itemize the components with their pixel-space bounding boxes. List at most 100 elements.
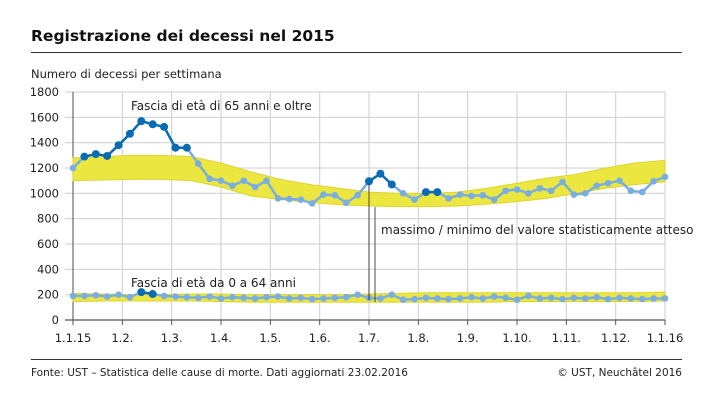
data-point <box>331 191 339 199</box>
data-point <box>547 294 555 302</box>
data-point <box>479 295 487 302</box>
data-point <box>91 150 100 159</box>
data-point <box>354 291 361 298</box>
series-label: Fascia di età di 65 anni e oltre <box>131 99 312 113</box>
data-point <box>114 141 123 150</box>
data-point <box>342 199 350 207</box>
data-point <box>421 188 430 197</box>
x-tick-label: 1.1.16 <box>647 331 684 345</box>
annotation-label: massimo / minimo del valore statisticame… <box>381 223 693 237</box>
data-point <box>547 187 555 195</box>
x-tick-label: 1.12. <box>601 331 630 345</box>
x-tick-label: 1.7. <box>358 331 380 345</box>
data-point <box>604 179 612 187</box>
data-point <box>182 143 191 152</box>
data-point <box>308 295 316 303</box>
x-tick-label: 1.4. <box>210 331 232 345</box>
data-point <box>251 183 259 191</box>
expected-range-band <box>72 154 666 208</box>
data-point <box>661 173 669 181</box>
data-point <box>445 195 452 202</box>
data-point <box>490 293 498 300</box>
data-point <box>160 292 168 300</box>
data-point <box>320 295 327 302</box>
data-point <box>240 294 248 302</box>
series-segment <box>265 179 279 200</box>
data-point <box>217 177 225 184</box>
data-point <box>194 160 202 167</box>
data-point <box>308 200 316 207</box>
source-note: Fonte: UST – Statistica delle cause di m… <box>31 367 408 379</box>
x-tick-label: 1.8. <box>407 331 429 345</box>
data-point <box>399 296 407 304</box>
data-point <box>148 290 157 299</box>
data-point <box>103 151 112 160</box>
y-axis-label: Numero di decessi per settimana <box>31 67 222 81</box>
y-tick-label: 1400 <box>30 136 59 150</box>
data-point <box>502 294 509 302</box>
data-point <box>513 296 521 304</box>
data-point <box>137 288 146 297</box>
data-point <box>376 169 385 178</box>
data-point <box>525 292 532 300</box>
x-tick-label: 1.1.15 <box>55 331 92 345</box>
data-point <box>604 295 612 303</box>
data-point <box>377 295 384 302</box>
data-point <box>263 293 270 301</box>
data-point <box>593 182 600 190</box>
data-point <box>650 178 657 185</box>
data-point <box>115 291 122 298</box>
data-point <box>468 192 475 200</box>
data-point <box>582 295 589 302</box>
data-point <box>148 120 157 129</box>
y-tick-label: 400 <box>37 262 59 276</box>
data-point <box>137 117 146 126</box>
data-point <box>297 294 304 302</box>
data-point <box>80 152 89 161</box>
y-tick-label: 600 <box>37 237 59 251</box>
data-point <box>274 293 282 300</box>
y-tick-label: 1200 <box>30 161 59 175</box>
data-point <box>650 295 657 302</box>
data-point <box>354 191 361 199</box>
x-tick-label: 1.2. <box>111 331 133 345</box>
data-point <box>456 191 464 198</box>
x-tick-label: 1.11. <box>552 331 581 345</box>
data-point <box>274 195 282 202</box>
data-point <box>229 182 236 190</box>
data-point <box>479 191 487 199</box>
copyright: © UST, Neuchâtel 2016 <box>557 367 682 379</box>
divider <box>31 359 682 360</box>
y-tick-label: 1800 <box>30 85 59 99</box>
data-point <box>513 186 521 193</box>
data-point <box>638 295 646 303</box>
data-point <box>92 292 100 299</box>
data-point <box>320 191 327 198</box>
y-tick-label: 0 <box>52 313 59 327</box>
data-point <box>331 294 339 302</box>
data-point <box>206 175 213 183</box>
data-point <box>490 196 498 203</box>
data-point <box>593 293 600 301</box>
data-point <box>69 164 77 172</box>
data-point <box>399 190 407 197</box>
series-label: Fascia di età da 0 a 64 anni <box>131 276 296 290</box>
data-point <box>559 295 566 303</box>
data-point <box>627 295 635 302</box>
data-point <box>638 188 646 196</box>
data-point <box>240 177 248 184</box>
data-point <box>342 293 350 301</box>
y-tick-label: 200 <box>37 288 59 302</box>
data-point <box>559 178 566 186</box>
data-point <box>422 294 430 302</box>
x-tick-label: 1.10. <box>502 331 531 345</box>
data-point <box>411 295 418 303</box>
data-point <box>365 177 373 186</box>
data-point <box>616 177 623 184</box>
data-point <box>172 293 179 300</box>
data-point <box>286 295 293 302</box>
data-point <box>582 190 589 197</box>
data-point <box>194 294 202 302</box>
data-point <box>627 187 635 195</box>
